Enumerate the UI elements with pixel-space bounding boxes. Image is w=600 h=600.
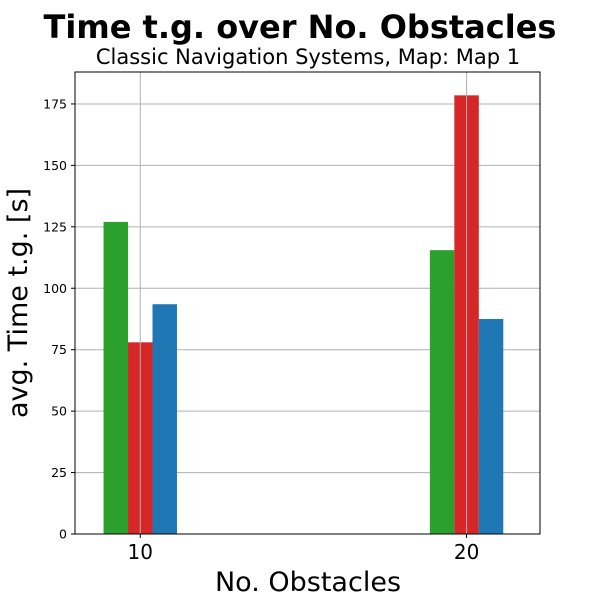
bar-series-3-10	[152, 304, 177, 534]
chart-title: Time t.g. over No. Obstacles	[44, 8, 557, 46]
y-tick-label: 50	[51, 404, 67, 419]
y-tick-label: 100	[43, 281, 67, 296]
plot-area-frame	[74, 71, 541, 535]
x-axis-label: No. Obstacles	[215, 567, 401, 598]
bar-series-1-10	[103, 221, 129, 535]
grid-front	[139, 72, 468, 534]
x-tick-label: 10	[128, 540, 153, 564]
bars	[103, 95, 504, 535]
y-tick-label: 175	[43, 96, 67, 111]
y-axis-label: avg. Time t.g. [s]	[3, 188, 34, 418]
y-tick-label: 125	[43, 219, 67, 234]
x-tick-label: 20	[454, 540, 479, 564]
y-tick-label: 150	[43, 158, 67, 173]
y-tick-label: 25	[51, 465, 67, 480]
y-tick-label: 0	[59, 527, 67, 542]
bar-series-1-20	[429, 250, 455, 534]
bar-series-3-20	[478, 318, 504, 534]
x-axis: 10 20	[128, 534, 479, 564]
y-tick-label: 75	[51, 342, 67, 357]
y-axis: 0 25 50 75 100 125 150 175	[43, 96, 75, 542]
chart-subtitle: Classic Navigation Systems, Map: Map 1	[96, 45, 520, 69]
